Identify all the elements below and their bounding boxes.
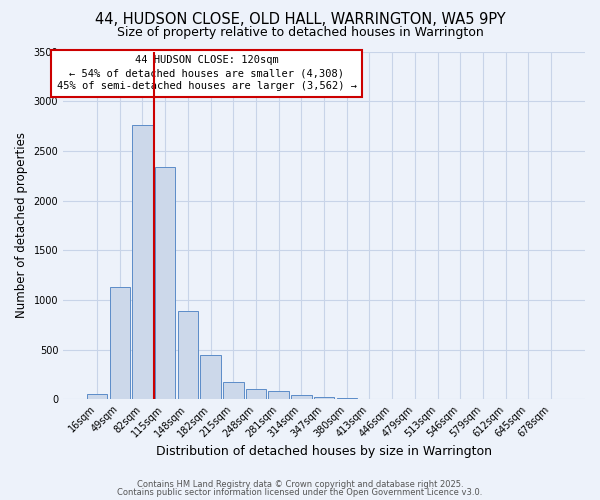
Bar: [291, 395, 311, 399]
Bar: [155, 166, 175, 399]
Bar: [246, 388, 266, 399]
Bar: [314, 397, 334, 399]
Bar: [337, 398, 357, 399]
Y-axis label: Number of detached properties: Number of detached properties: [15, 132, 28, 318]
Bar: [132, 125, 153, 399]
X-axis label: Distribution of detached houses by size in Warrington: Distribution of detached houses by size …: [156, 444, 492, 458]
Bar: [87, 394, 107, 399]
Bar: [178, 311, 198, 399]
Text: 44 HUDSON CLOSE: 120sqm
← 54% of detached houses are smaller (4,308)
45% of semi: 44 HUDSON CLOSE: 120sqm ← 54% of detache…: [56, 55, 356, 92]
Text: 44, HUDSON CLOSE, OLD HALL, WARRINGTON, WA5 9PY: 44, HUDSON CLOSE, OLD HALL, WARRINGTON, …: [95, 12, 505, 28]
Bar: [268, 391, 289, 399]
Bar: [223, 382, 244, 399]
Text: Contains HM Land Registry data © Crown copyright and database right 2025.: Contains HM Land Registry data © Crown c…: [137, 480, 463, 489]
Text: Size of property relative to detached houses in Warrington: Size of property relative to detached ho…: [116, 26, 484, 39]
Bar: [200, 356, 221, 399]
Text: Contains public sector information licensed under the Open Government Licence v3: Contains public sector information licen…: [118, 488, 482, 497]
Bar: [110, 287, 130, 399]
